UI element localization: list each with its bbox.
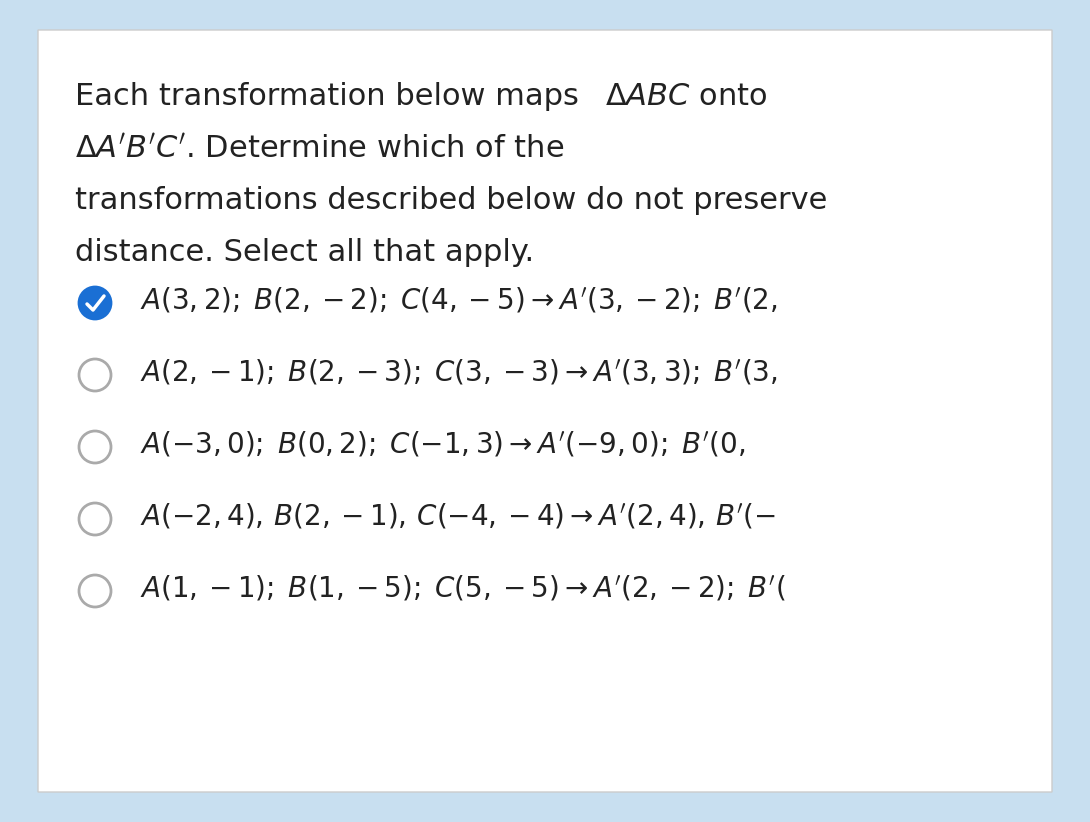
FancyBboxPatch shape (38, 30, 1052, 792)
Circle shape (78, 287, 111, 319)
Text: $\Delta \mathit{A'B'C'}$. Determine which of the: $\Delta \mathit{A'B'C'}$. Determine whic… (75, 134, 565, 163)
Text: $\mathit{A}(3, 2);\; \mathit{B}(2, -2);\; \mathit{C}(4, -5) \rightarrow \mathit{: $\mathit{A}(3, 2);\; \mathit{B}(2, -2);\… (140, 286, 777, 316)
Circle shape (78, 359, 111, 391)
Text: $\mathit{A}(2, -1);\; \mathit{B}(2, -3);\; \mathit{C}(3, -3) \rightarrow \mathit: $\mathit{A}(2, -1);\; \mathit{B}(2, -3);… (140, 358, 777, 388)
Circle shape (78, 503, 111, 535)
Circle shape (78, 575, 111, 607)
Text: $\mathit{A}(1, -1);\; \mathit{B}(1, -5);\; \mathit{C}(5, -5) \rightarrow \mathit: $\mathit{A}(1, -1);\; \mathit{B}(1, -5);… (140, 575, 786, 603)
Text: $\Delta \mathit{ABC}$ onto: $\Delta \mathit{ABC}$ onto (605, 82, 767, 111)
Text: $\mathit{A}(-3, 0);\; \mathit{B}(0, 2);\; \mathit{C}(-1, 3) \rightarrow \mathit{: $\mathit{A}(-3, 0);\; \mathit{B}(0, 2);\… (140, 430, 746, 459)
Text: distance. Select all that apply.: distance. Select all that apply. (75, 238, 534, 267)
Circle shape (78, 431, 111, 463)
Text: Each transformation below maps: Each transformation below maps (75, 82, 589, 111)
Text: transformations described below do not preserve: transformations described below do not p… (75, 186, 827, 215)
Text: $\mathit{A}(-2, 4),\, \mathit{B}(2, -1),\, \mathit{C}(-4, -4) \rightarrow \mathi: $\mathit{A}(-2, 4),\, \mathit{B}(2, -1),… (140, 502, 776, 532)
